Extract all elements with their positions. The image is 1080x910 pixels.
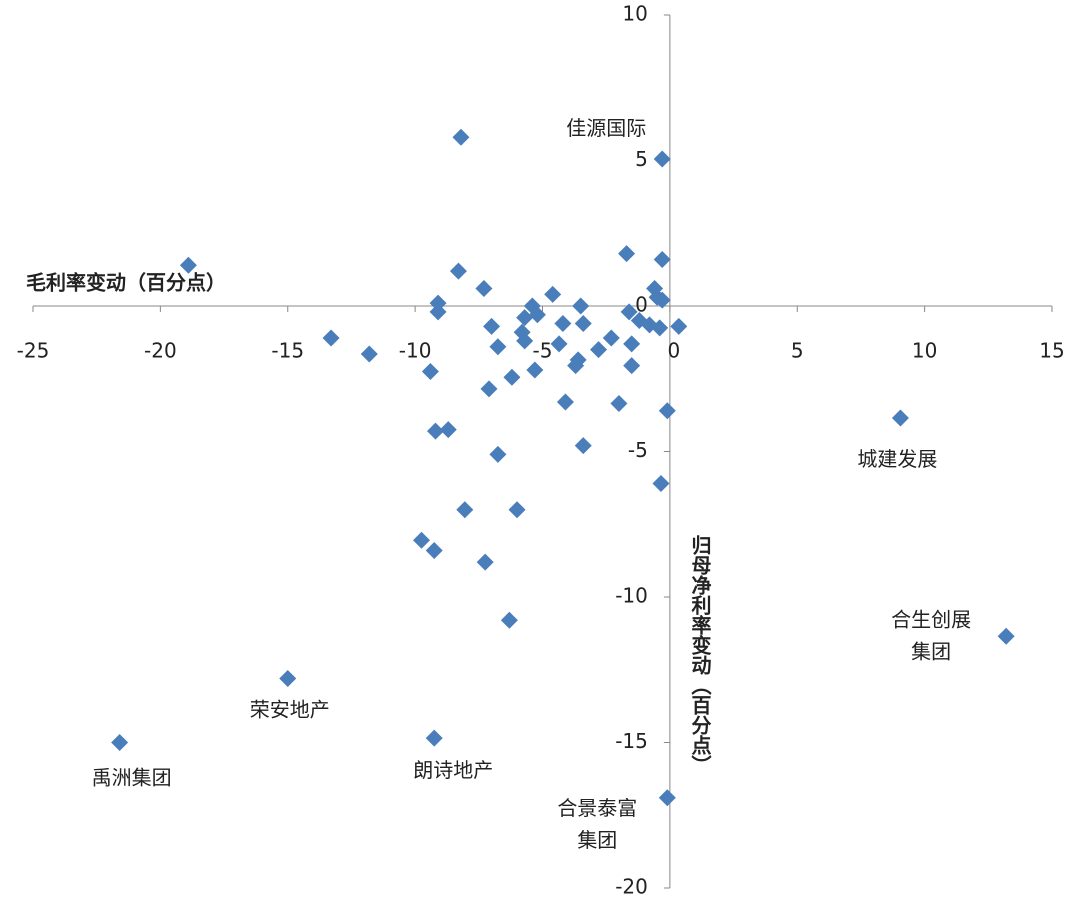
point: [623, 357, 641, 375]
x-tick-label: -5: [533, 339, 553, 363]
point: [489, 338, 507, 356]
y-tick-label: 5: [635, 147, 648, 171]
point-label: 城建发展: [857, 447, 937, 471]
point: [567, 357, 585, 375]
point: [489, 445, 507, 463]
point: [574, 314, 592, 332]
point: [574, 437, 592, 455]
point: [439, 421, 457, 439]
y-tick-label: -5: [628, 438, 648, 462]
point-label: 荣安地产: [250, 697, 330, 721]
point: [480, 380, 498, 398]
point-label: 朗诗地产: [413, 758, 493, 782]
x-tick-label: 5: [791, 339, 804, 363]
y-tick-label: -15: [615, 729, 648, 753]
point: [449, 262, 467, 280]
x-axis-title: 毛利率变动（百分点）: [26, 271, 226, 295]
point-label: 佳源国际: [566, 116, 646, 140]
x-tick-label: 10: [912, 339, 937, 363]
point-label: 合景泰富集团: [557, 795, 637, 851]
point: [516, 332, 534, 350]
point: [554, 314, 572, 332]
point-label: 合生创展集团: [891, 607, 971, 663]
point: [590, 341, 608, 359]
point: [526, 361, 544, 379]
point: [658, 402, 676, 420]
point: [111, 734, 129, 751]
point: [500, 611, 518, 629]
point: [653, 150, 671, 168]
point: [602, 329, 620, 347]
point: [556, 393, 574, 411]
point: [427, 422, 445, 440]
point: [429, 294, 447, 312]
point: [658, 789, 676, 807]
point: [651, 319, 669, 337]
point: [610, 394, 628, 412]
x-tick-label: 15: [1039, 339, 1064, 363]
point: [475, 280, 493, 298]
point: [544, 285, 562, 303]
x-tick-label: -10: [399, 339, 432, 363]
point: [528, 306, 546, 324]
point: [503, 368, 521, 386]
point: [670, 317, 688, 335]
point: [425, 729, 443, 747]
x-tick-label: -25: [17, 339, 50, 363]
point: [179, 256, 197, 274]
point: [456, 501, 474, 519]
point: [618, 245, 636, 263]
point: [653, 250, 671, 268]
point: [623, 335, 641, 353]
y-tick-label: 10: [622, 2, 647, 26]
point: [412, 531, 430, 549]
y-tick-label: 0: [635, 293, 648, 317]
point: [360, 345, 378, 363]
point: [279, 669, 297, 687]
point: [891, 409, 909, 427]
point: [997, 627, 1015, 645]
point: [620, 303, 638, 321]
point: [421, 362, 439, 380]
point: [425, 541, 443, 559]
point: [550, 335, 568, 353]
x-tick-label: -20: [144, 339, 177, 363]
point: [322, 329, 340, 347]
y-tick-label: -10: [615, 584, 648, 608]
y-tick-label: -20: [615, 875, 648, 899]
point: [572, 297, 590, 315]
point: [516, 309, 534, 327]
point: [508, 501, 526, 519]
point: [476, 553, 494, 571]
x-tick-label: 0: [668, 339, 681, 363]
point: [652, 475, 670, 493]
point: [483, 317, 501, 335]
point: [452, 128, 470, 146]
y-axis-title: 归母净利率变动（百分点）: [688, 534, 712, 775]
point-label: 禹洲集团: [92, 765, 172, 789]
x-tick-label: -15: [271, 339, 304, 363]
point: [653, 291, 671, 309]
point: [429, 303, 447, 321]
